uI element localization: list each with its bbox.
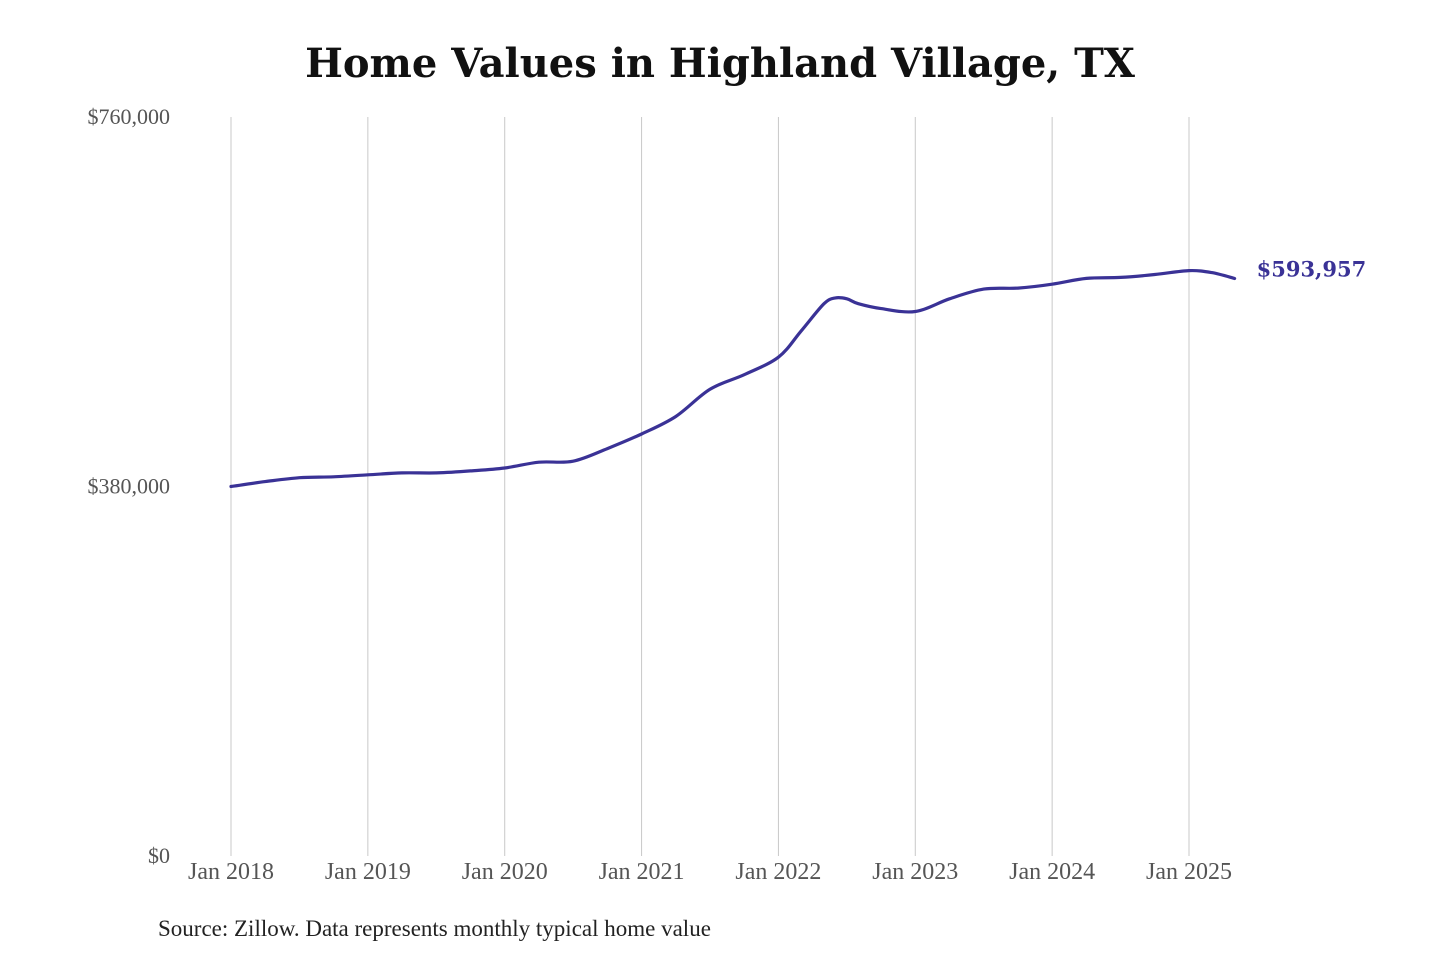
- x-tick-label: Jan 2023: [872, 859, 958, 885]
- source-note: Source: Zillow. Data represents monthly …: [158, 916, 711, 941]
- series-line: [229, 268, 1237, 489]
- chart-title: Home Values in Highland Village, TX: [305, 40, 1135, 87]
- x-tick-label: Jan 2022: [735, 859, 821, 885]
- grid-lines: [230, 117, 1190, 856]
- x-tick-label: Jan 2019: [325, 859, 411, 885]
- y-tick-label: $380,000: [88, 474, 171, 499]
- end-value-label: $593,957: [1257, 256, 1367, 281]
- y-axis: $0 $380,000 $760,000: [88, 104, 171, 868]
- series-group: $593,957: [229, 256, 1367, 489]
- y-tick-label: $760,000: [88, 104, 171, 129]
- x-axis: Jan 2018 Jan 2019 Jan 2020 Jan 2021 Jan 2022…: [188, 859, 1232, 885]
- x-tick-label: Jan 2025: [1146, 859, 1232, 885]
- x-tick-label: Jan 2020: [462, 859, 548, 885]
- y-tick-label: $0: [148, 843, 170, 868]
- x-tick-label: Jan 2024: [1009, 859, 1095, 885]
- x-tick-label: Jan 2021: [599, 859, 685, 885]
- x-tick-label: Jan 2018: [188, 859, 274, 885]
